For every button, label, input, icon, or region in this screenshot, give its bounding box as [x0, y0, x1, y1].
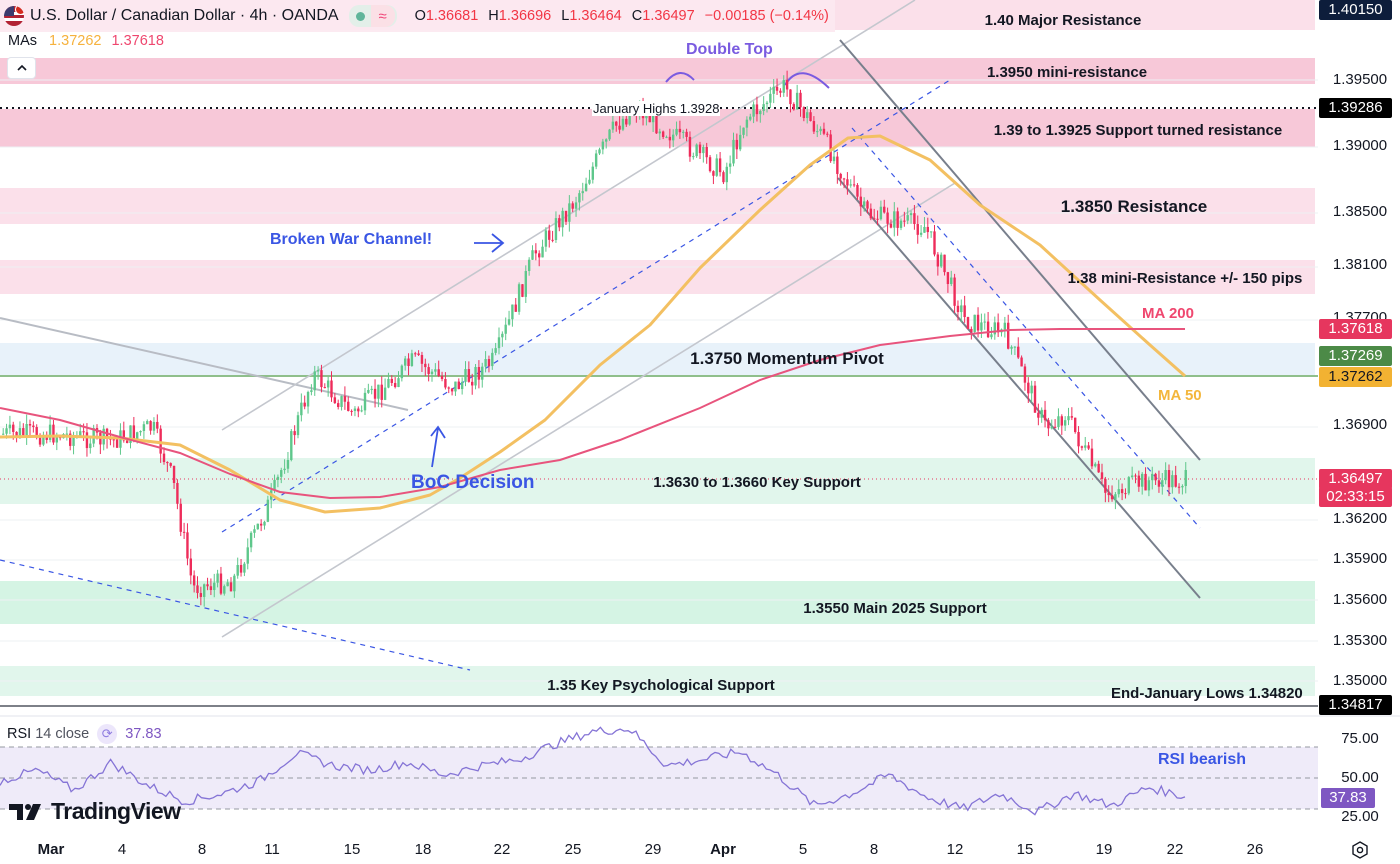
time-tick-label: 4 [117, 841, 127, 858]
grid [0, 79, 1318, 682]
rsi-legend[interactable]: RSI 14 close ⟳ 37.83 [7, 724, 162, 744]
time-tick-label: 5 [798, 841, 808, 858]
time-tick-label: 19 [1095, 841, 1113, 858]
rsi-tick-label: 75.00 [1341, 730, 1379, 747]
time-tick-label: 15 [343, 841, 361, 858]
price-tick-label: 1.36900 [1332, 416, 1388, 433]
time-tick-label: Mar [37, 841, 65, 858]
time-tick-label: 11 [264, 841, 280, 858]
rsi-tick-label: 50.00 [1341, 769, 1379, 786]
collapse-legend-button[interactable] [7, 57, 36, 79]
time-tick-label: 15 [1016, 841, 1034, 858]
delayed-data-icon: ≈ [370, 5, 395, 27]
time-tick-label: 22 [1166, 841, 1184, 858]
time-tick-label: 29 [644, 841, 662, 858]
time-tick-label: 22 [493, 841, 511, 858]
price-tick-label: 1.35600 [1332, 591, 1388, 608]
moving-averages-legend[interactable]: MAs 1.37262 1.37618 [8, 33, 164, 49]
ma50-line[interactable] [0, 134, 1186, 514]
price-tick-label: 1.36200 [1332, 510, 1388, 527]
price-tag: 1.37262 [1319, 367, 1392, 387]
price-tick-label: 1.35000 [1332, 672, 1388, 689]
time-tick-label: Apr [710, 841, 736, 858]
trendlines[interactable] [0, 0, 1201, 671]
market-open-dot-icon [355, 11, 365, 21]
zone-rect[interactable] [0, 343, 1315, 376]
price-tag: 02:33:15 [1319, 487, 1392, 507]
settings-hexagon-icon[interactable] [1350, 840, 1370, 860]
zone-label: 1.38 mini-Resistance +/- 150 pips [1067, 270, 1303, 287]
price-tag: 1.37618 [1319, 319, 1392, 339]
rsi-line [0, 726, 1186, 816]
rsi-label: RSI [7, 726, 32, 742]
close-value: 1.36497 [642, 8, 695, 24]
rsi-tick-label: 25.00 [1341, 808, 1379, 825]
symbol-legend[interactable]: U.S. Dollar / Canadian Dollar · 4h · OAN… [0, 0, 835, 32]
broken-channel-label: Broken War Channel! [270, 231, 433, 248]
arrow-up-icon [430, 425, 446, 468]
price-tick-label: 1.38100 [1332, 256, 1388, 273]
time-tick-label: 12 [946, 841, 964, 858]
time-tick-label: 18 [414, 841, 432, 858]
open-value: 1.36681 [425, 8, 479, 24]
zone-label: 1.3630 to 1.3660 Key Support [653, 474, 861, 491]
price-tag: 1.37269 [1319, 346, 1392, 366]
low-value: 1.36464 [569, 8, 622, 24]
zone-rect[interactable] [0, 581, 1315, 624]
zone-label: 1.39 to 1.3925 Support turned resistance [993, 122, 1283, 139]
time-tick-label: 8 [869, 841, 879, 858]
zone-label: 1.40 Major Resistance [984, 12, 1142, 29]
january-highs-label: January Highs 1.3928 [592, 101, 721, 116]
price-tag: 1.40150 [1319, 0, 1392, 20]
price-tag: 1.34817 [1319, 695, 1392, 715]
time-tick-label: 8 [197, 841, 207, 858]
price-tick-label: 1.39000 [1332, 137, 1388, 154]
price-tick-label: 1.35300 [1332, 632, 1388, 649]
price-tick-label: 1.35900 [1332, 550, 1388, 567]
price-tick-label: 1.38500 [1332, 203, 1388, 220]
rsi-bearish-label: RSI bearish [1158, 751, 1247, 768]
usd-cad-flag-icon [4, 6, 24, 26]
time-tick-label: 26 [1246, 841, 1264, 858]
symbol-title[interactable]: U.S. Dollar / Canadian Dollar · 4h · OAN… [30, 7, 339, 24]
boc-decision-label: BoC Decision [411, 472, 535, 493]
candles[interactable] [2, 70, 1187, 607]
double-top-arc-1 [665, 72, 695, 83]
ma200-line[interactable] [0, 328, 1185, 500]
zone-label: 1.3550 Main 2025 Support [803, 600, 987, 617]
zone-rect[interactable] [0, 188, 1315, 224]
double-top-label: Double Top [686, 41, 773, 58]
refresh-icon[interactable]: ⟳ [97, 724, 118, 744]
time-tick-label: 25 [564, 841, 582, 858]
arrow-right-icon [474, 233, 505, 253]
zone-label: 1.3950 mini-resistance [986, 64, 1148, 81]
ma200-label: MA 200 [1142, 305, 1194, 322]
chevron-up-icon [16, 64, 27, 71]
zone-label: 1.3850 Resistance [1060, 197, 1208, 216]
price-tick-label: 1.39500 [1332, 71, 1388, 88]
market-status-pill[interactable]: ≈ [348, 5, 397, 27]
change-value: −0.00185 (−0.14%) [704, 8, 829, 24]
rsi-value-tag: 37.83 [1321, 788, 1375, 808]
zone-label: 1.3750 Momentum Pivot [690, 349, 884, 368]
tradingview-mark-icon [9, 803, 41, 820]
rsi-value: 37.83 [125, 726, 162, 742]
rsi-params: 14 close [35, 726, 90, 742]
high-value: 1.36696 [498, 8, 552, 24]
tradingview-logo[interactable]: TradingView [9, 798, 181, 825]
end-january-lows-label: End-January Lows 1.34820 [1111, 685, 1303, 702]
ma50-label: MA 50 [1158, 387, 1202, 404]
price-tag: 1.36497 [1319, 469, 1392, 489]
zone-rect[interactable] [0, 260, 1315, 294]
zone-label: 1.35 Key Psychological Support [547, 677, 775, 694]
ohlc-values: O1.36681 H1.36696 L1.36464 C1.36497 −0.0… [414, 8, 829, 24]
price-tag: 1.39286 [1319, 98, 1392, 118]
rsi-pane[interactable] [0, 715, 1400, 816]
ma50-value: 1.37262 [49, 33, 102, 49]
ma200-value: 1.37618 [111, 33, 164, 49]
